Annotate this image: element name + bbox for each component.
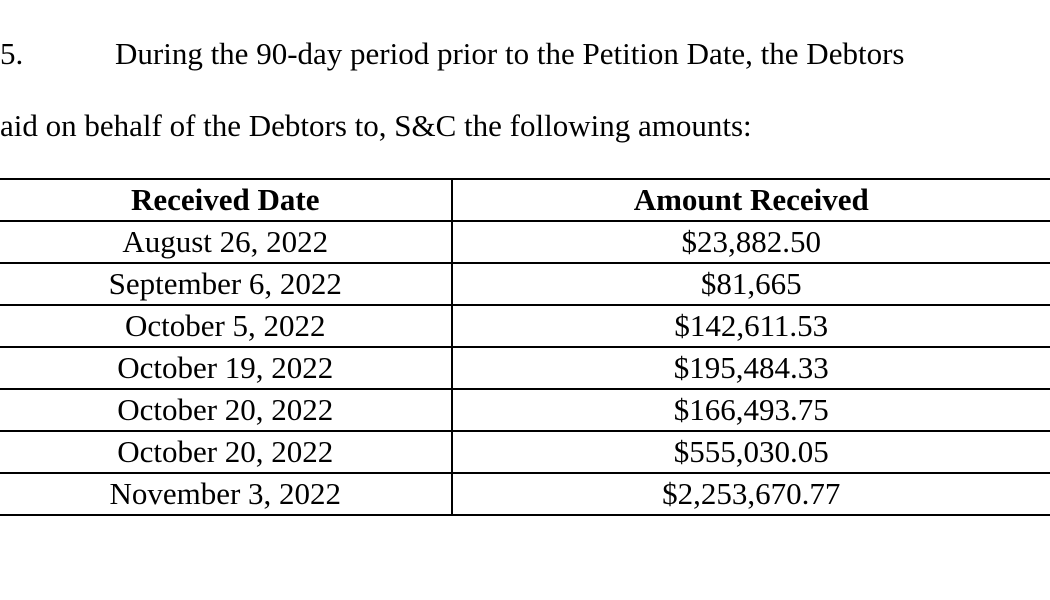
- payments-table: Received Date Amount Received August 26,…: [0, 178, 1050, 516]
- table-row: October 20, 2022 $555,030.05: [0, 431, 1050, 473]
- table-cell-amount: $23,882.50: [452, 221, 1050, 263]
- table-header-amount: Amount Received: [452, 179, 1050, 221]
- table-header-date: Received Date: [0, 179, 452, 221]
- table-cell-amount: $555,030.05: [452, 431, 1050, 473]
- paragraph-text-1: During the 90-day period prior to the Pe…: [115, 20, 1050, 88]
- paragraph-number: 5.: [0, 20, 115, 88]
- table-row: October 20, 2022 $166,493.75: [0, 389, 1050, 431]
- table-cell-amount: $142,611.53: [452, 305, 1050, 347]
- table-row: September 6, 2022 $81,665: [0, 263, 1050, 305]
- table-row: October 5, 2022 $142,611.53: [0, 305, 1050, 347]
- table-cell-date: November 3, 2022: [0, 473, 452, 515]
- table-cell-amount: $166,493.75: [452, 389, 1050, 431]
- table-cell-date: September 6, 2022: [0, 263, 452, 305]
- table-cell-date: October 20, 2022: [0, 389, 452, 431]
- table-cell-amount: $81,665: [452, 263, 1050, 305]
- table-cell-date: October 20, 2022: [0, 431, 452, 473]
- table-cell-date: August 26, 2022: [0, 221, 452, 263]
- table-row: November 3, 2022 $2,253,670.77: [0, 473, 1050, 515]
- table-row: August 26, 2022 $23,882.50: [0, 221, 1050, 263]
- paragraph-line-1: 5. During the 90-day period prior to the…: [0, 20, 1050, 88]
- table-header-row: Received Date Amount Received: [0, 179, 1050, 221]
- paragraph: 5. During the 90-day period prior to the…: [0, 20, 1050, 160]
- table-cell-amount: $2,253,670.77: [452, 473, 1050, 515]
- table-row: October 19, 2022 $195,484.33: [0, 347, 1050, 389]
- table-cell-amount: $195,484.33: [452, 347, 1050, 389]
- document-content: 5. During the 90-day period prior to the…: [0, 0, 1050, 516]
- table-cell-date: October 19, 2022: [0, 347, 452, 389]
- paragraph-line-2: aid on behalf of the Debtors to, S&C the…: [0, 92, 1050, 160]
- table-cell-date: October 5, 2022: [0, 305, 452, 347]
